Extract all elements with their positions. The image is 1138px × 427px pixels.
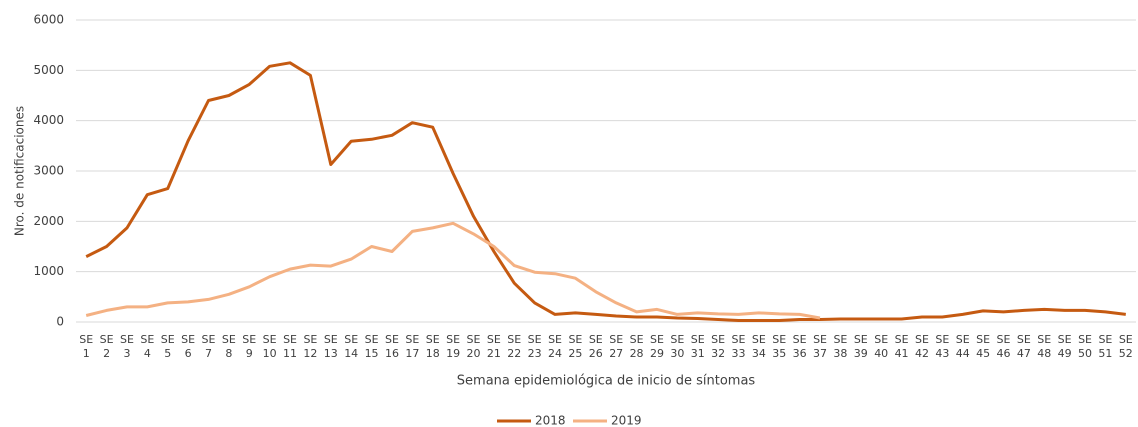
x-tick-label: SE 4 <box>140 333 154 360</box>
x-tick-label: SE 18 <box>426 333 440 360</box>
x-tick-label: SE 23 <box>528 333 542 360</box>
y-tick-label: 5000 <box>33 63 64 77</box>
x-tick-label: SE 52 <box>1119 333 1133 360</box>
line-series <box>85 61 1126 322</box>
x-tick-label: SE 2 <box>100 333 114 360</box>
line-series <box>85 221 821 320</box>
x-tick-label: SE 33 <box>732 333 746 360</box>
x-axis-label: Semana epidemiológica de inicio de sínto… <box>457 374 756 389</box>
x-tick-label: SE 21 <box>487 333 501 360</box>
x-tick-label: SE 32 <box>711 333 725 360</box>
x-tick-label: SE 45 <box>976 333 990 360</box>
x-tick-label: SE 44 <box>956 333 970 360</box>
x-tick-label: SE 37 <box>813 333 827 360</box>
x-tick-label: SE 3 <box>120 333 134 360</box>
x-tick-label: SE 51 <box>1098 333 1112 360</box>
x-tick-label: SE 10 <box>263 333 277 360</box>
x-tick-label: SE 7 <box>202 333 216 360</box>
x-tick-label: SE 19 <box>446 333 460 360</box>
x-tick-label: SE 9 <box>242 333 256 360</box>
x-tick-label: SE 25 <box>568 333 582 360</box>
x-tick-label: SE 8 <box>222 333 236 360</box>
x-tick-label: SE 28 <box>630 333 644 360</box>
x-tick-label: SE 17 <box>405 333 419 360</box>
x-tick-label: SE 22 <box>507 333 521 360</box>
x-tick-label: SE 41 <box>895 333 909 360</box>
x-tick-label: SE 48 <box>1037 333 1051 360</box>
x-tick-label: SE 49 <box>1058 333 1072 360</box>
x-tick-label: SE 39 <box>854 333 868 360</box>
x-tick-label: SE 1 <box>79 333 93 360</box>
x-tick-label: SE 47 <box>1017 333 1031 360</box>
x-tick-label: SE 30 <box>670 333 684 360</box>
x-tick-label: SE 13 <box>324 333 338 360</box>
x-tick-label: SE 24 <box>548 333 562 360</box>
y-tick-label: 4000 <box>33 113 64 127</box>
x-tick-label: SE 34 <box>752 333 766 360</box>
x-tick-label: SE 43 <box>935 333 949 360</box>
x-tick-label: SE 27 <box>609 333 623 360</box>
x-tick-label: SE 15 <box>365 333 379 360</box>
y-tick-label: 0 <box>56 315 64 329</box>
legend-label: 2019 <box>611 414 642 427</box>
x-tick-label: SE 38 <box>833 333 847 360</box>
x-tick-label: SE 35 <box>772 333 786 360</box>
x-tick-label: SE 11 <box>283 333 297 360</box>
x-tick-label: SE 20 <box>467 333 481 360</box>
x-tick-label: SE 29 <box>650 333 664 360</box>
x-tick-label: SE 12 <box>303 333 317 360</box>
x-tick-label: SE 46 <box>997 333 1011 360</box>
x-tick-label: SE 50 <box>1078 333 1092 360</box>
y-axis-label: Nro. de notificaciones <box>13 106 27 236</box>
x-tick-label: SE 26 <box>589 333 603 360</box>
y-tick-label: 2000 <box>33 214 64 228</box>
y-tick-label: 6000 <box>33 13 64 27</box>
x-tick-label: SE 6 <box>181 333 195 360</box>
x-tick-label: SE 31 <box>691 333 705 360</box>
x-tick-label: SE 16 <box>385 333 399 360</box>
y-tick-label: 1000 <box>33 264 64 278</box>
x-tick-label: SE 5 <box>161 333 175 360</box>
y-tick-label: 3000 <box>33 164 64 178</box>
x-tick-label: SE 36 <box>793 333 807 360</box>
x-tick-label: SE 42 <box>915 333 929 360</box>
x-tick-label: SE 14 <box>344 333 358 360</box>
x-tick-label: SE 40 <box>874 333 888 360</box>
legend-label: 2018 <box>535 414 566 427</box>
